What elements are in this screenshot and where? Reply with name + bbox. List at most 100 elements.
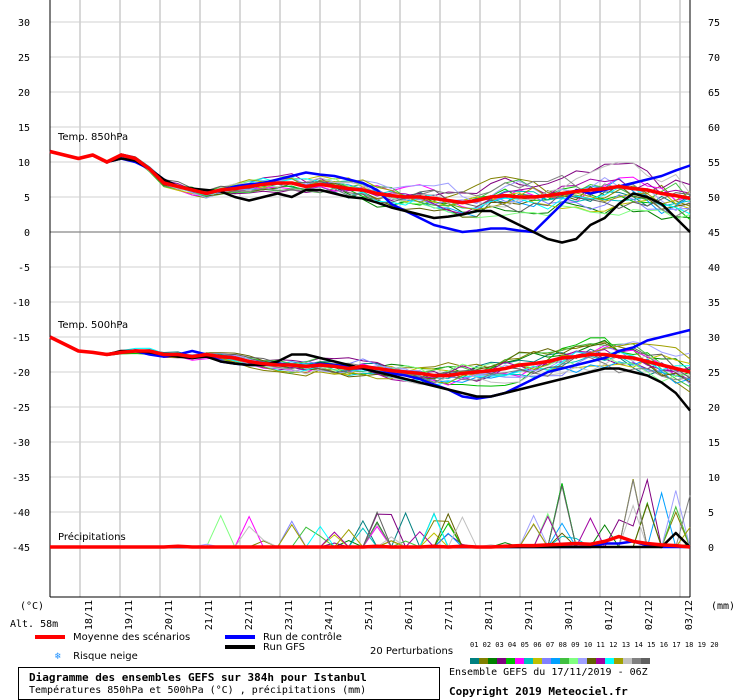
legend-control: Run de contrôle — [225, 632, 342, 643]
x-tick-label: 29/11 — [524, 600, 535, 630]
right-tick-label: 60 — [708, 123, 720, 134]
perturbation-swatch — [533, 658, 542, 664]
perturbation-swatch — [578, 658, 587, 664]
right-axis-unit: (mm) — [711, 601, 735, 612]
left-tick-label: -45 — [12, 543, 30, 554]
perturbation-swatch — [632, 658, 641, 664]
perturbation-swatch — [587, 658, 596, 664]
perturbation-swatch — [605, 658, 614, 664]
left-tick-label: 0 — [24, 228, 30, 239]
snow-risk: ❄ Risque neige — [55, 651, 138, 662]
perturbation-swatch — [596, 658, 605, 664]
panel-label: Temp. 850hPa — [57, 132, 128, 143]
right-tick-label: 35 — [708, 298, 720, 309]
snow-risk-label: Risque neige — [73, 651, 138, 662]
left-tick-label: 15 — [18, 123, 30, 134]
perturbation-swatch — [560, 658, 569, 664]
left-tick-label: -35 — [12, 473, 30, 484]
mean-line — [49, 335, 691, 378]
perturbations-label: 20 Perturbations — [370, 646, 454, 657]
right-tick-label: 25 — [708, 368, 720, 379]
plot-area — [50, 0, 690, 597]
panel-label: Temp. 500hPa — [57, 320, 128, 331]
mean-line — [50, 534, 691, 549]
x-tick-label: 18/11 — [84, 600, 95, 630]
x-tick-label: 25/11 — [364, 600, 375, 630]
perturbation-swatch — [488, 658, 497, 664]
right-tick-label: 10 — [708, 473, 720, 484]
x-tick-label: 20/11 — [164, 600, 175, 630]
gfs-swatch — [225, 645, 255, 649]
copyright: Copyright 2019 Meteociel.fr — [449, 685, 628, 698]
control-swatch — [225, 635, 255, 639]
right-tick-label: 45 — [708, 228, 720, 239]
legend-control-label: Run de contrôle — [263, 632, 342, 643]
perturbation-swatch — [542, 658, 551, 664]
perturbation-swatch — [506, 658, 515, 664]
perturbation-swatch — [497, 658, 506, 664]
ensemble-chart: 18/11 19/11 20/11 21/11 22/11 23/11 24/11 25/11… — [10, 0, 735, 630]
left-tick-label: -40 — [12, 508, 30, 519]
x-tick-label: 02/12 — [644, 600, 655, 630]
left-tick-label: -30 — [12, 438, 30, 449]
perturbation-swatch — [623, 658, 632, 664]
legend: Moyenne des scénarios Run de contrôle Ru… — [0, 628, 740, 700]
right-tick-label: 15 — [708, 438, 720, 449]
right-tick-label: 65 — [708, 88, 720, 99]
legend-mean-label: Moyenne des scénarios — [73, 632, 191, 643]
perturbation-swatch — [641, 658, 650, 664]
perturbation-swatch — [470, 658, 479, 664]
left-tick-label: -15 — [12, 333, 30, 344]
x-tick-label: 19/11 — [124, 600, 135, 630]
left-axis-unit: (°C) — [20, 601, 44, 612]
right-tick-label: 75 — [708, 18, 720, 29]
left-tick-label: -20 — [12, 368, 30, 379]
x-tick-label: 27/11 — [444, 600, 455, 630]
legend-gfs: Run GFS — [225, 642, 305, 653]
right-tick-label: 40 — [708, 263, 720, 274]
left-tick-label: -10 — [12, 298, 30, 309]
footer-box: Diagramme des ensembles GEFS sur 384h po… — [18, 667, 440, 700]
x-tick-label: 22/11 — [244, 600, 255, 630]
right-tick-label: 55 — [708, 158, 720, 169]
legend-mean: Moyenne des scénarios — [35, 632, 190, 643]
left-tick-label: 10 — [18, 158, 30, 169]
x-tick-label: 24/11 — [324, 600, 335, 630]
left-tick-label: -5 — [18, 263, 30, 274]
left-tick-label: 5 — [24, 193, 30, 204]
perturbation-swatch — [614, 658, 623, 664]
perturbation-swatch — [515, 658, 524, 664]
left-tick-label: 20 — [18, 88, 30, 99]
right-tick-label: 5 — [708, 508, 714, 519]
snowflake-icon: ❄ — [55, 651, 62, 662]
x-tick-label: 26/11 — [404, 600, 415, 630]
right-tick-label: 70 — [708, 53, 720, 64]
x-tick-label: 21/11 — [204, 600, 215, 630]
footer-subtitle: Températures 850hPa et 500hPa (°C) , pré… — [29, 685, 367, 696]
left-tick-label: 30 — [18, 18, 30, 29]
legend-gfs-label: Run GFS — [263, 642, 306, 653]
x-tick-label: 23/11 — [284, 600, 295, 630]
left-tick-label: -25 — [12, 403, 30, 414]
footer-title: Diagramme des ensembles GEFS sur 384h po… — [29, 671, 367, 684]
x-tick-label: 30/11 — [564, 600, 575, 630]
left-tick-label: 25 — [18, 53, 30, 64]
perturbation-swatch — [479, 658, 488, 664]
perturbation-swatch — [569, 658, 578, 664]
altitude-label: Alt. 58m — [10, 619, 58, 630]
mean-line — [49, 149, 691, 205]
perturbation-swatch — [524, 658, 533, 664]
x-tick-label: 28/11 — [484, 600, 495, 630]
perturbation-numbers: 01 02 03 04 05 06 07 08 09 10 11 12 13 1… — [470, 641, 719, 649]
panel-label: Précipitations — [58, 531, 126, 543]
right-tick-label: 50 — [708, 193, 720, 204]
ensemble-info: Ensemble GEFS du 17/11/2019 - 06Z — [449, 667, 648, 678]
perturbation-swatch — [551, 658, 560, 664]
right-tick-label: 20 — [708, 403, 720, 414]
x-tick-label: 01/12 — [604, 600, 615, 630]
right-tick-label: 0 — [708, 543, 714, 554]
perturbation-color-strip — [470, 649, 650, 668]
mean-swatch — [35, 635, 65, 639]
right-tick-label: 30 — [708, 333, 720, 344]
x-tick-label: 03/12 — [684, 600, 695, 630]
